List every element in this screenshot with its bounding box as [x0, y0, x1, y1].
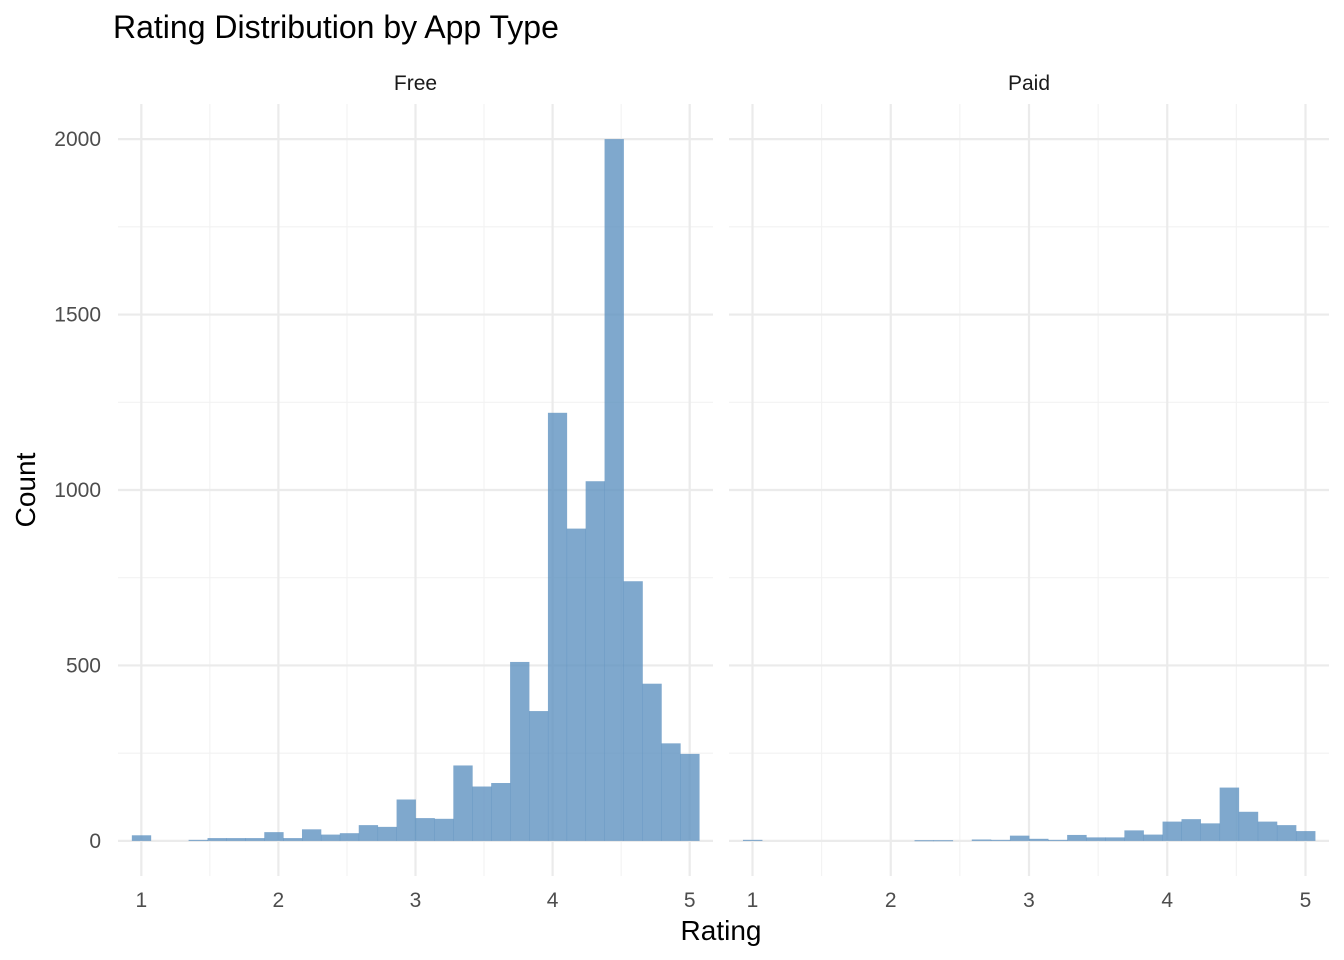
y-tick-label: 500	[66, 654, 101, 677]
histogram-bar	[742, 839, 763, 841]
y-tick-label: 2000	[54, 128, 101, 151]
histogram-bar	[510, 661, 530, 841]
histogram-bar	[623, 581, 643, 841]
x-tick-label: 1	[747, 889, 759, 912]
histogram-bar	[264, 832, 284, 841]
histogram-bar	[1219, 787, 1240, 841]
y-tick-label: 1000	[54, 479, 101, 502]
histogram-bar	[566, 528, 587, 841]
histogram-bar	[377, 826, 397, 841]
histogram-bar	[585, 481, 605, 841]
histogram-bar	[933, 840, 954, 842]
histogram-bar	[1181, 819, 1201, 841]
histogram-bar	[434, 818, 454, 841]
histogram-bar	[529, 711, 549, 841]
histogram-bar	[415, 818, 435, 841]
histogram-bar	[1105, 837, 1125, 841]
histogram-bar	[1295, 831, 1316, 841]
x-tick-label: 4	[1161, 889, 1173, 912]
histogram-bar	[131, 835, 152, 841]
x-tick-label: 1	[135, 889, 147, 912]
x-tick-label: 5	[1300, 889, 1312, 912]
y-axis-title: Count	[10, 452, 41, 527]
histogram-bar	[339, 833, 360, 841]
x-tick-label: 3	[1023, 889, 1035, 912]
histogram-bar	[547, 412, 568, 841]
facet-strip-label: Paid	[1008, 72, 1050, 95]
histogram-bar	[1200, 823, 1221, 841]
histogram-bar	[188, 839, 208, 841]
x-tick-label: 3	[410, 889, 422, 912]
x-axis-title: Rating	[681, 915, 762, 946]
histogram-bar	[990, 839, 1011, 841]
histogram-bar	[1009, 835, 1030, 841]
y-tick-label: 0	[89, 830, 101, 853]
histogram-bar	[396, 799, 416, 841]
histogram-bar	[1124, 830, 1144, 841]
histogram-bar	[1238, 811, 1259, 841]
x-tick-label: 2	[885, 889, 897, 912]
panel-paid: Paid 1 2 3 4 5	[729, 72, 1329, 912]
histogram-bar	[604, 139, 624, 841]
facet-strip-label: Free	[394, 72, 437, 95]
x-tick-label: 4	[547, 889, 559, 912]
histogram-bar	[358, 825, 379, 841]
chart-title: Rating Distribution by App Type	[113, 9, 559, 45]
histogram-bar	[320, 834, 341, 841]
histogram-bar	[661, 743, 681, 841]
histogram-bar	[680, 753, 700, 841]
facet-panels: Free 1 2 3 4 5 0 500 1000 1500 2000 Paid 1 2 3 4 5	[54, 72, 1329, 912]
histogram-bar	[453, 765, 473, 841]
x-tick-label: 2	[273, 889, 285, 912]
histogram-bar	[1086, 837, 1106, 841]
histogram-bar	[1257, 821, 1278, 841]
y-tick-label: 1500	[54, 304, 101, 327]
histogram-bar	[1276, 825, 1297, 841]
histogram-bar	[1048, 839, 1068, 841]
histogram-bar	[226, 838, 246, 841]
histogram-bar	[1143, 834, 1163, 841]
histogram-bar	[283, 838, 303, 841]
histogram-bar	[1067, 834, 1087, 841]
histogram-bar	[1162, 821, 1182, 841]
x-tick-label: 5	[684, 889, 696, 912]
histogram-bar	[472, 786, 492, 841]
histogram-bar	[491, 783, 511, 841]
panel-free: Free 1 2 3 4 5 0 500 1000 1500 2000	[54, 72, 713, 912]
histogram-bar	[207, 838, 227, 841]
histogram-bar	[971, 839, 992, 841]
histogram-bar	[301, 829, 322, 841]
histogram-bar	[642, 683, 662, 841]
histogram-bar	[245, 838, 265, 841]
histogram-bar	[914, 840, 935, 842]
histogram-bar	[1029, 838, 1049, 841]
